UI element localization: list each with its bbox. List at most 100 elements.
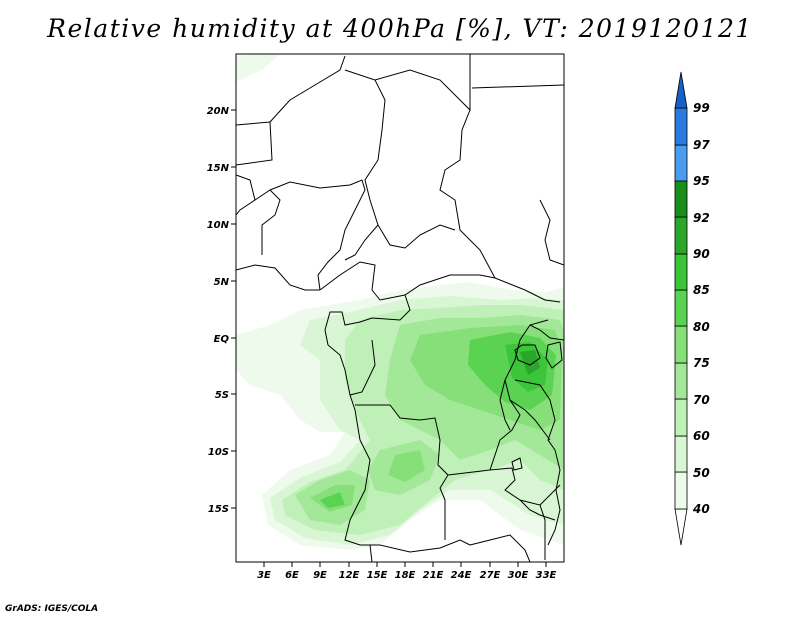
boundary-line	[545, 341, 563, 369]
boundary-line	[254, 189, 281, 255]
colorbar-swatch-70	[674, 362, 688, 400]
lat-axis: 20N 15N 10N 5N EQ 5S 10S 15S	[207, 106, 236, 515]
colorbar-label-85: 85	[693, 283, 710, 297]
lon-tick-3E: 3E	[257, 562, 271, 581]
boundary-line	[269, 179, 366, 291]
boundary-line	[439, 109, 496, 279]
grads-credit: GrADS: IGES/COLA	[5, 604, 99, 614]
lat-tick-5S: 5S	[215, 390, 236, 401]
boundary-line	[469, 534, 531, 562]
boundary-line	[447, 467, 546, 560]
colorbar-swatch-50	[674, 435, 688, 473]
lon-tick-21E: 21E	[423, 562, 444, 581]
lat-label-10N: 10N	[207, 220, 230, 231]
colorbar	[674, 71, 688, 546]
lat-label-20N: 20N	[207, 106, 230, 117]
boundary-line	[471, 84, 564, 89]
lat-tick-15N: 15N	[207, 163, 236, 174]
lon-tick-33E: 33E	[536, 562, 557, 581]
humidity-area-75	[388, 450, 425, 482]
boundary-line	[529, 324, 564, 341]
lon-label-3E: 3E	[257, 570, 271, 581]
lon-label-21E: 21E	[423, 570, 444, 581]
boundary-line	[519, 499, 556, 521]
colorbar-label-70: 70	[693, 393, 710, 407]
lon-tick-27E: 27E	[480, 562, 501, 581]
humidity-area-90	[520, 350, 540, 375]
lon-tick-30E: 30E	[508, 562, 529, 581]
boundary-line	[547, 449, 561, 546]
lon-tick-18E: 18E	[395, 562, 416, 581]
lat-tick-20N: 20N	[207, 106, 236, 117]
colorbar-swatch-60	[674, 398, 688, 437]
colorbar-swatch-85	[674, 253, 688, 291]
lon-label-15E: 15E	[367, 570, 388, 581]
colorbar-label-92: 92	[693, 211, 710, 225]
colorbar-label-60: 60	[693, 429, 710, 443]
colorbar-label-90: 90	[693, 247, 710, 261]
colorbar-arrow-high	[674, 71, 688, 109]
colorbar-swatch-40	[674, 471, 688, 510]
boundary-line	[344, 69, 386, 261]
colorbar-swatch-80	[674, 289, 688, 327]
humidity-shading	[236, 54, 564, 550]
colorbar-label-99: 99	[693, 101, 710, 115]
lon-label-6E: 6E	[285, 570, 299, 581]
boundary-line	[355, 404, 449, 540]
lon-label-9E: 9E	[313, 570, 327, 581]
colorbar-label-40: 40	[692, 502, 710, 516]
lon-tick-24E: 24E	[451, 562, 472, 581]
lon-axis: 3E 6E 9E 12E 15E 18E 21E 24E 27E 30E 33E	[257, 562, 557, 581]
lat-label-5N: 5N	[214, 277, 230, 288]
map-title: Relative humidity at 400hPa [%], VT: 201…	[47, 14, 753, 43]
colorbar-swatch-95	[674, 144, 688, 182]
boundary-line	[369, 544, 373, 562]
lon-tick-6E: 6E	[285, 562, 299, 581]
humidity-area-40	[236, 54, 280, 82]
colorbar-label-95: 95	[693, 174, 710, 188]
lat-tick-10S: 10S	[208, 447, 236, 458]
boundary-line	[236, 264, 320, 291]
colorbar-swatch-90	[674, 216, 688, 255]
boundary-line	[324, 294, 411, 346]
boundary-line	[377, 224, 456, 249]
lat-label-EQ: EQ	[214, 334, 230, 345]
lon-label-12E: 12E	[339, 570, 360, 581]
boundary-line	[509, 399, 551, 441]
lon-label-33E: 33E	[536, 570, 557, 581]
lon-label-30E: 30E	[508, 570, 529, 581]
colorbar-label-80: 80	[693, 320, 710, 334]
lat-label-5S: 5S	[215, 390, 229, 401]
colorbar-labels: 40 50 60 70 75 80 85 90 92 95 97 99	[692, 101, 710, 516]
boundary-line	[539, 199, 564, 266]
boundary-line	[374, 54, 471, 112]
lon-tick-12E: 12E	[339, 562, 360, 581]
map-frame	[235, 53, 565, 563]
map-panel: 20N 15N 10N 5N EQ 5S 10S 15S 3E 6E 9E 12…	[207, 53, 565, 581]
colorbar-swatch-75	[674, 325, 688, 364]
lat-tick-10N: 10N	[207, 220, 236, 231]
lat-tick-5N: 5N	[214, 277, 236, 288]
boundary-line	[236, 121, 273, 166]
lat-label-15S: 15S	[208, 504, 229, 515]
boundary-line	[499, 379, 511, 431]
lat-tick-EQ: EQ	[214, 334, 236, 345]
boundary-line	[539, 484, 561, 506]
lat-label-15N: 15N	[207, 163, 230, 174]
lon-tick-15E: 15E	[367, 562, 388, 581]
colorbar-arrow-low	[674, 508, 688, 546]
lon-tick-9E: 9E	[313, 562, 327, 581]
lat-tick-15S: 15S	[208, 504, 236, 515]
humidity-area-80	[320, 492, 345, 508]
colorbar-swatch-97	[674, 107, 688, 146]
boundary-line	[269, 55, 346, 123]
boundary-line	[514, 379, 556, 451]
lon-label-24E: 24E	[451, 570, 472, 581]
boundary-line	[514, 344, 541, 366]
colorbar-swatch-92	[674, 180, 688, 218]
colorbar-label-75: 75	[693, 356, 710, 370]
lon-label-27E: 27E	[480, 570, 501, 581]
boundary-line	[344, 394, 471, 553]
colorbar-label-50: 50	[693, 466, 710, 480]
